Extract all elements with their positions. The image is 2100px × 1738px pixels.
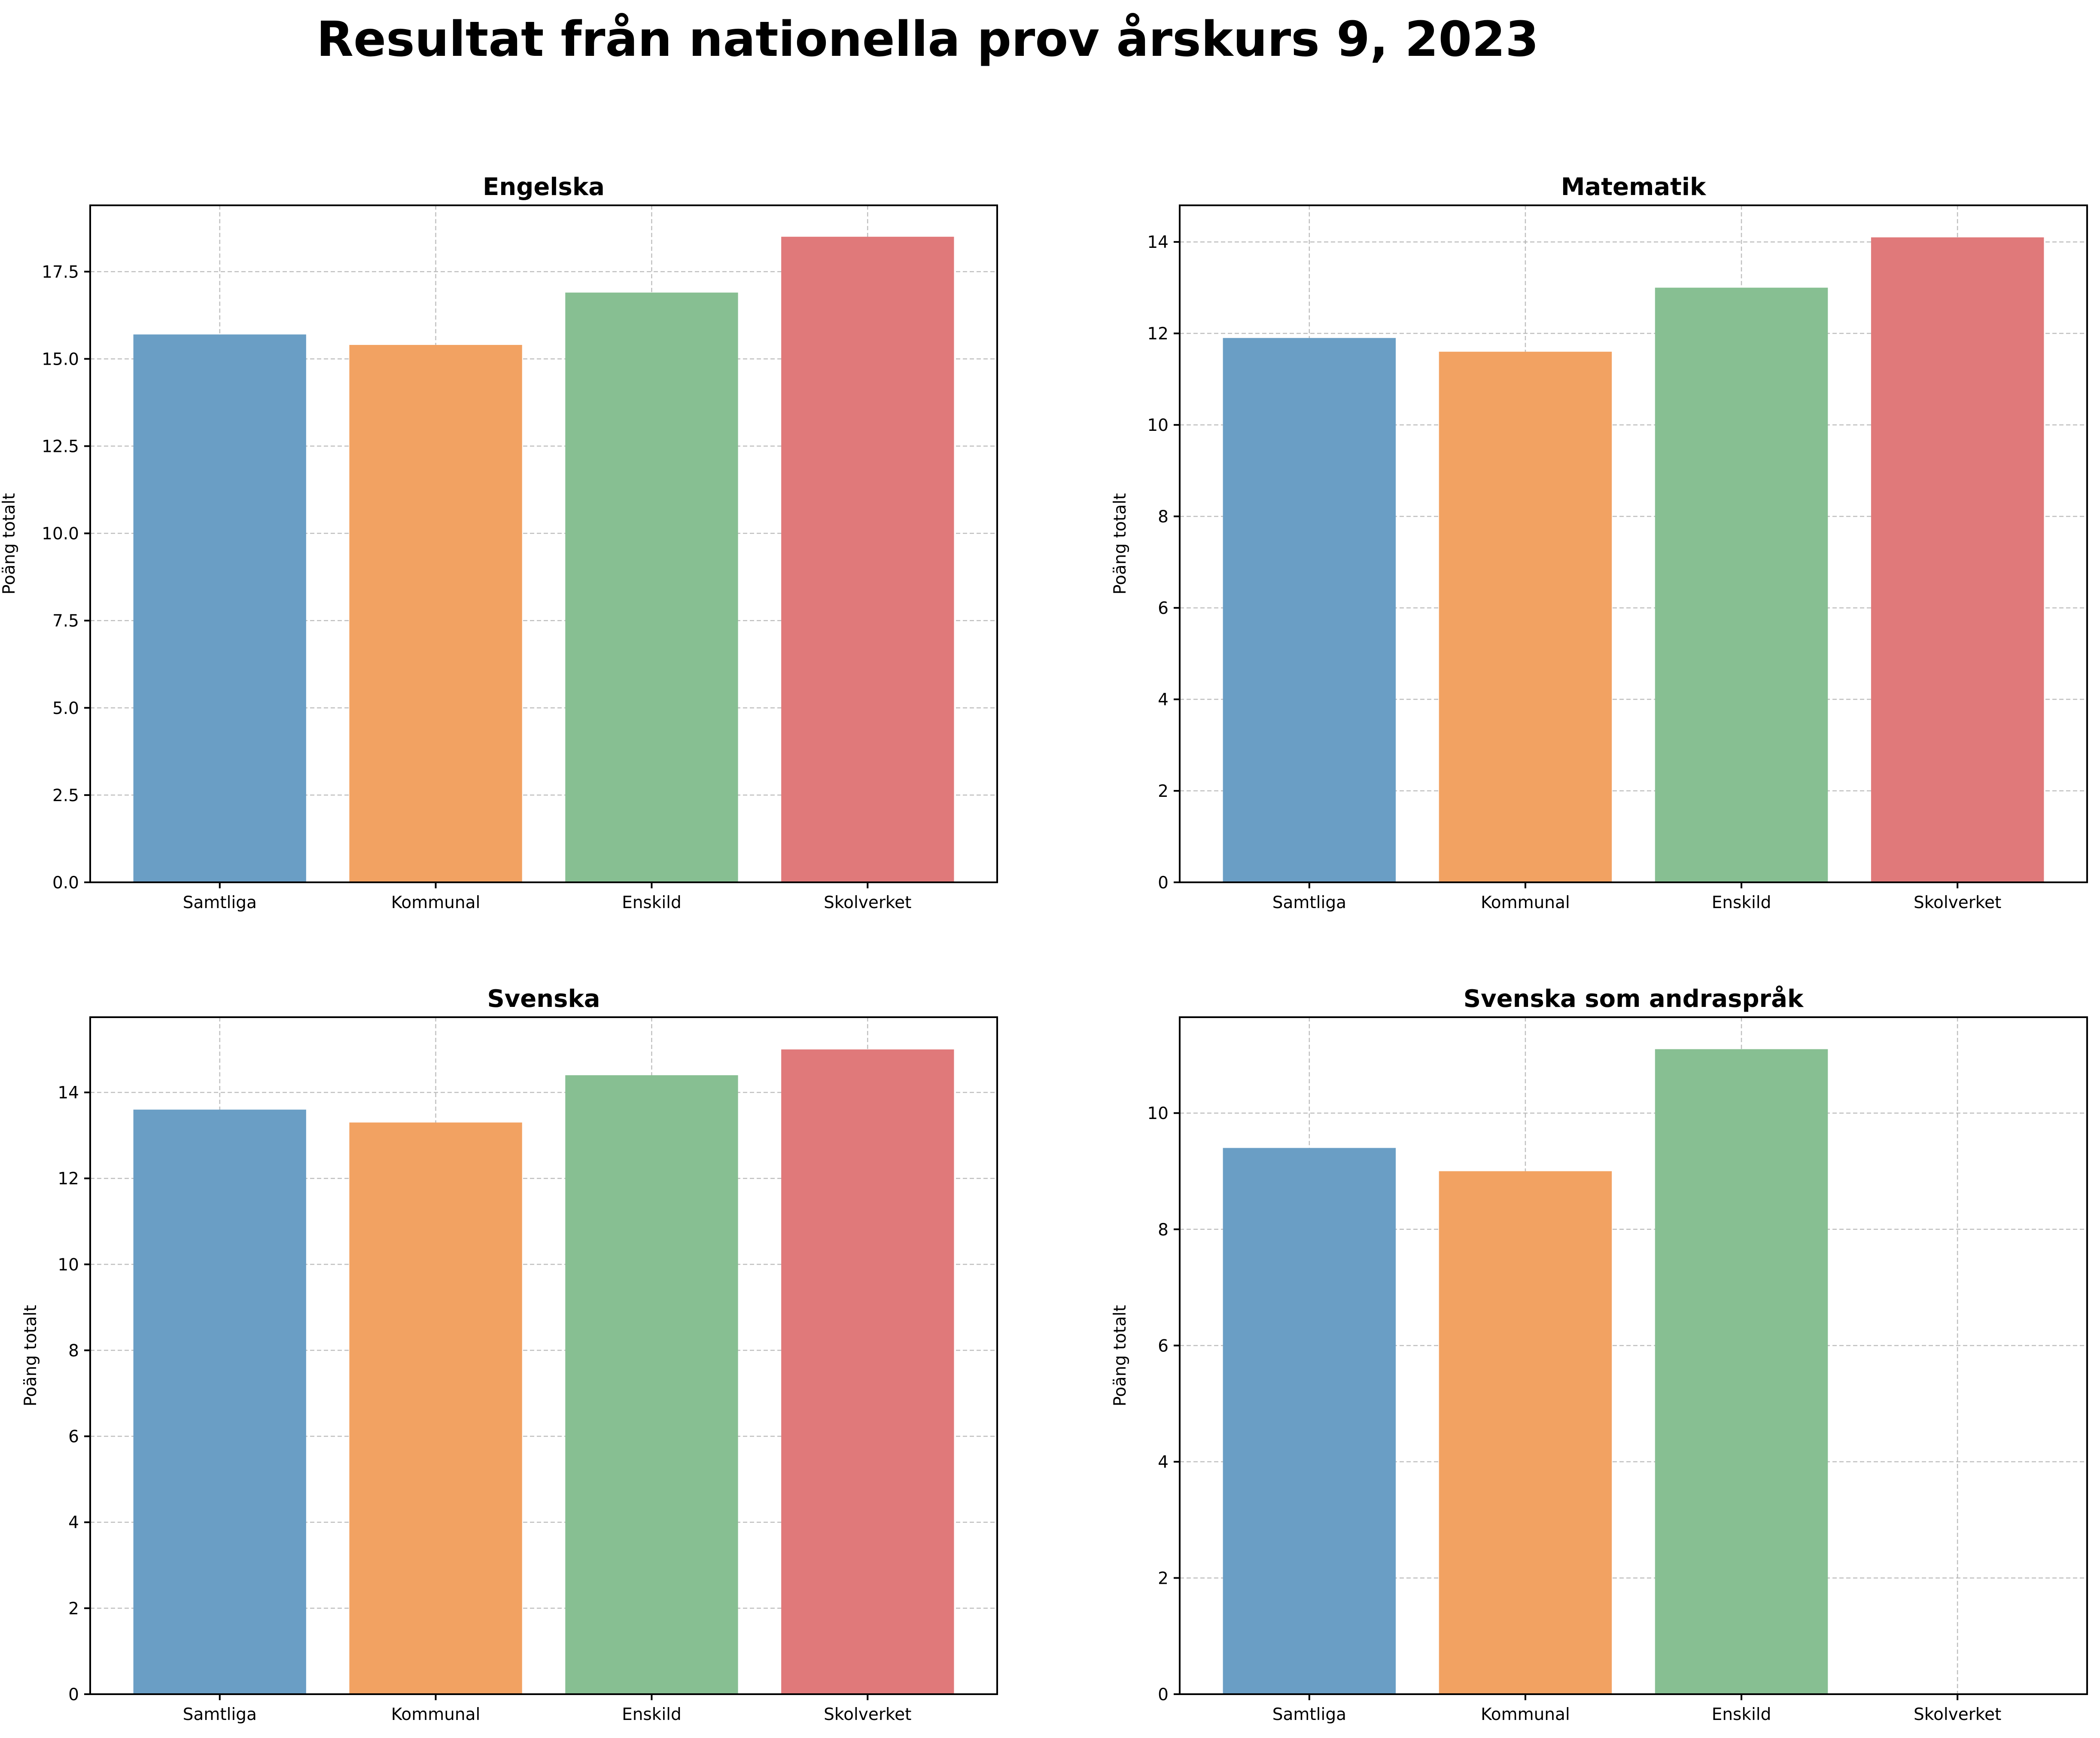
y-tick-label: 5.0 — [52, 699, 79, 718]
y-tick-label: 17.5 — [42, 262, 79, 282]
bar-skolverket — [781, 1049, 954, 1694]
panel-title: Svenska som andraspråk — [1464, 985, 1804, 1013]
bar-enskild — [565, 1075, 738, 1694]
bar-enskild — [565, 293, 738, 882]
bar-samtliga — [133, 334, 306, 882]
bar-samtliga — [1223, 1148, 1396, 1694]
panel-title: Matematik — [1561, 173, 1707, 201]
bar-kommunal — [1439, 351, 1612, 882]
bar-kommunal — [349, 1122, 522, 1694]
x-tick-label: Kommunal — [391, 893, 481, 912]
x-tick-label: Skolverket — [1914, 1705, 2001, 1724]
y-tick-label: 8 — [68, 1341, 79, 1360]
x-tick-label: Kommunal — [1481, 1705, 1570, 1724]
bar-skolverket — [781, 237, 954, 882]
bar-skolverket — [1871, 237, 2044, 882]
y-tick-label: 6 — [1158, 1336, 1169, 1356]
y-tick-label: 10 — [1147, 416, 1169, 435]
y-axis-label: Poäng totalt — [1111, 1305, 1130, 1406]
y-tick-label: 0 — [1158, 1685, 1169, 1704]
chart-panel: 0 2 4 6 8 10 12 14 Samtliga Kommunal Enskild Skolve… — [1111, 173, 2088, 912]
chart-panel: 0 2 4 6 8 10 12 14 Samtliga Kommunal Enskild Skolve… — [21, 985, 998, 1724]
x-tick-label: Samtliga — [183, 1705, 257, 1724]
y-tick-label: 14 — [58, 1083, 79, 1103]
x-tick-label: Enskild — [622, 1705, 682, 1724]
y-axis-label: Poäng totalt — [0, 493, 19, 595]
y-tick-label: 2 — [1158, 1569, 1169, 1588]
y-tick-label: 10 — [58, 1255, 79, 1275]
chart-panel: 0 2 4 6 8 10 Samtliga Kommunal Enskild Skolverket… — [1111, 985, 2088, 1724]
y-tick-label: 2.5 — [52, 786, 79, 805]
y-tick-label: 4 — [1158, 1453, 1169, 1472]
panels: 0.0 2.5 5.0 7.5 10.0 12.5 15.0 17.5 Samtliga Komm… — [0, 173, 2088, 1724]
y-tick-label: 8 — [1158, 507, 1169, 527]
y-tick-label: 0 — [1158, 873, 1169, 893]
x-tick-label: Samtliga — [1272, 893, 1346, 912]
y-tick-label: 7.5 — [52, 612, 79, 631]
y-tick-label: 12 — [1147, 324, 1169, 344]
y-tick-label: 12 — [58, 1169, 79, 1189]
y-tick-label: 0 — [68, 1685, 79, 1704]
x-tick-label: Kommunal — [391, 1705, 481, 1724]
bar-kommunal — [349, 345, 522, 882]
figure-title: Resultat från nationella prov årskurs 9,… — [317, 12, 1539, 67]
y-tick-label: 6 — [1158, 599, 1169, 618]
bar-samtliga — [1223, 338, 1396, 882]
y-axis-label: Poäng totalt — [21, 1305, 40, 1406]
y-tick-label: 8 — [1158, 1220, 1169, 1240]
bar-kommunal — [1439, 1171, 1612, 1694]
panel-title: Engelska — [483, 173, 605, 201]
x-tick-label: Kommunal — [1481, 893, 1570, 912]
chart-panel: 0.0 2.5 5.0 7.5 10.0 12.5 15.0 17.5 Samtliga Komm… — [0, 173, 998, 912]
axes-frame — [89, 1016, 998, 1695]
x-tick-label: Samtliga — [183, 893, 257, 912]
y-tick-label: 0.0 — [52, 873, 79, 893]
panel-title: Svenska — [487, 985, 600, 1013]
bar-enskild — [1655, 1049, 1828, 1694]
bar-samtliga — [133, 1110, 306, 1694]
y-tick-label: 4 — [68, 1513, 79, 1533]
x-tick-label: Enskild — [1712, 893, 1771, 912]
y-tick-label: 14 — [1147, 233, 1169, 252]
y-tick-label: 2 — [68, 1599, 79, 1619]
y-tick-label: 10.0 — [42, 524, 79, 544]
x-tick-label: Samtliga — [1272, 1705, 1346, 1724]
x-tick-label: Skolverket — [824, 1705, 911, 1724]
y-tick-label: 2 — [1158, 782, 1169, 801]
x-tick-label: Enskild — [1712, 1705, 1771, 1724]
x-tick-label: Skolverket — [1914, 893, 2001, 912]
axes-frame — [1179, 204, 2088, 883]
x-tick-label: Enskild — [622, 893, 682, 912]
x-tick-label: Skolverket — [824, 893, 911, 912]
axes-frame — [89, 204, 998, 883]
y-tick-label: 4 — [1158, 690, 1169, 710]
y-tick-label: 10 — [1147, 1104, 1169, 1123]
y-tick-label: 12.5 — [42, 437, 79, 457]
y-tick-label: 6 — [68, 1427, 79, 1447]
y-axis-label: Poäng totalt — [1111, 493, 1130, 595]
axes-frame — [1179, 1016, 2088, 1695]
y-tick-label: 15.0 — [42, 350, 79, 369]
bar-enskild — [1655, 287, 1828, 882]
